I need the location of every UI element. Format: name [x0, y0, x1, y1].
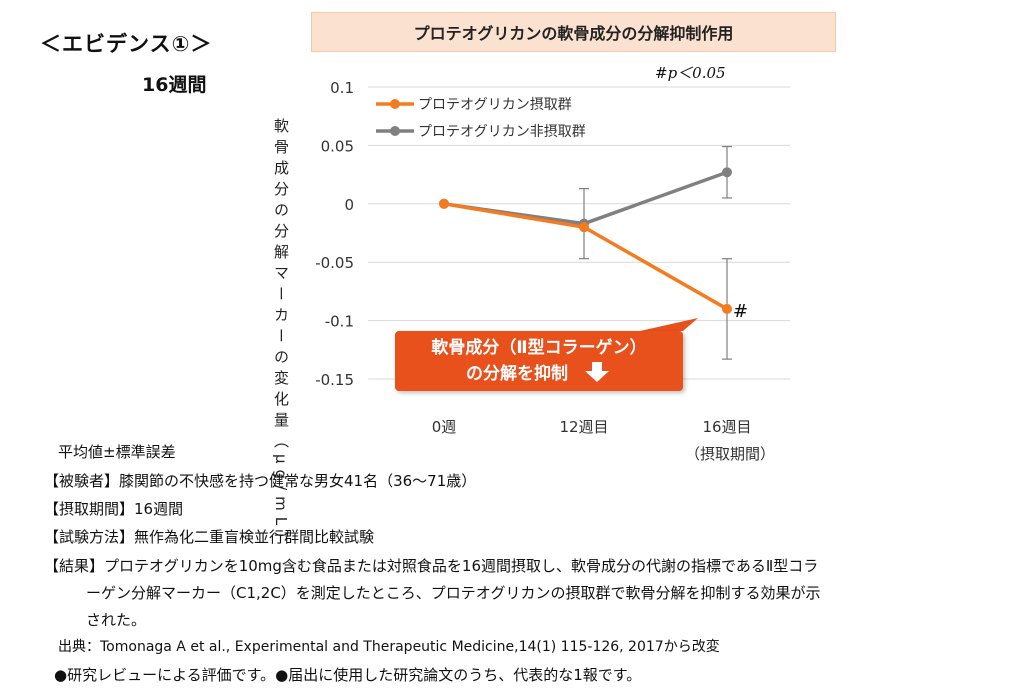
data-point [439, 198, 449, 209]
legend-marker [390, 99, 400, 109]
line-chart: 0.1 0.05 0 -0.05 -0.1 -0.15 0週 12週目 16週目 （摂取期間） # #… [315, 64, 790, 463]
stats-note: 平均値±標準誤差 [58, 443, 176, 461]
y-tick-label: -0.1 [325, 313, 354, 331]
series-line [443, 170, 728, 226]
data-point [579, 222, 589, 233]
callout-box: 軟骨成分（Ⅱ型コラーゲン） の分解を抑制 [395, 331, 683, 391]
data-point [722, 303, 732, 314]
result-line2: ーゲン分解マーカー（C1,2C）を測定したところ、プロテオグリカンの摂取群で軟骨… [86, 584, 821, 602]
result-note: 【結果】プロテオグリカンを10mg含む食品または対照食品を16週間摂取し、軟骨成… [44, 553, 1004, 634]
y-tick-label: -0.15 [315, 371, 354, 389]
down-arrow-icon [584, 362, 609, 382]
chart-title-text: プロテオグリカンの軟骨成分の分解抑制作用 [413, 24, 734, 43]
callout-line1: 軟骨成分（Ⅱ型コラーゲン） [431, 338, 647, 358]
result-line3: された。 [86, 611, 147, 629]
x-tick-label: 0週 [432, 418, 457, 436]
callout-pointer [640, 318, 698, 331]
x-tick-label: 16週目 [702, 418, 751, 436]
data-point [722, 167, 732, 178]
source-note: 出典：Tomonaga A et al., Experimental and T… [58, 639, 720, 655]
significance-mark: # [733, 301, 748, 322]
legend-label: プロテオグリカン非摂取群 [418, 124, 586, 140]
result-line1: 【結果】プロテオグリカンを10mg含む食品または対照食品を16週間摂取し、軟骨成… [44, 557, 819, 575]
period-note: 【摂取期間】16週間 [44, 500, 184, 518]
y-tick-label: 0 [344, 196, 354, 214]
chart-title: プロテオグリカンの軟骨成分の分解抑制作用 [311, 12, 836, 52]
callout-line2: の分解を抑制 [466, 364, 569, 384]
x-tick-sublabel: （摂取期間） [685, 445, 775, 463]
legend-label: プロテオグリカン摂取群 [418, 97, 572, 113]
legend-marker [390, 126, 400, 136]
review-note: ●研究レビューによる評価です。●届出に使用した研究論文のうち、代表的な1報です。 [54, 666, 642, 684]
page-heading: ＜エビデンス①＞ [40, 32, 213, 56]
subjects-note: 【被験者】膝関節の不快感を持つ健常な男女41名（36～71歳） [44, 472, 477, 490]
y-tick-label: 0.1 [330, 79, 354, 97]
x-tick-label: 12週目 [559, 418, 608, 436]
significance-note: #p＜0.05 [655, 64, 726, 82]
y-tick-label: 0.05 [321, 137, 354, 155]
y-axis-label: 軟骨成分の分解マーカーの変化量（μg/mL） [272, 118, 290, 553]
y-tick-label: -0.05 [315, 254, 354, 272]
method-note: 【試験方法】無作為化二重盲検並行群間比較試験 [44, 528, 375, 546]
duration-label: 16週間 [142, 74, 207, 96]
